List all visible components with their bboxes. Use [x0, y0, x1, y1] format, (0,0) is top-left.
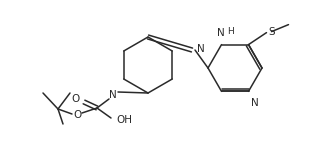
Text: OH: OH — [116, 115, 132, 125]
Text: S: S — [269, 27, 275, 37]
Text: N: N — [217, 28, 224, 38]
Text: O: O — [72, 94, 80, 104]
Text: N: N — [250, 98, 258, 108]
Text: N: N — [109, 90, 117, 100]
Text: N: N — [197, 44, 205, 54]
Text: H: H — [228, 27, 234, 36]
Text: O: O — [73, 110, 81, 120]
